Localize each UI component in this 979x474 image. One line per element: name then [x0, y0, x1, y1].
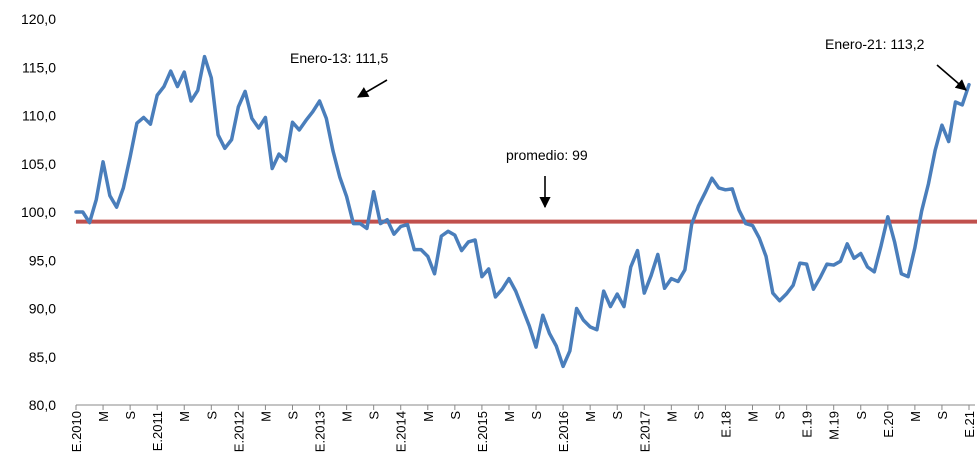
y-tick-label: 100,0: [21, 204, 56, 220]
x-tick-label: S: [123, 411, 138, 420]
y-tick-label: 85,0: [29, 349, 56, 365]
x-tick-label: S: [529, 411, 544, 420]
x-tick-label: E.20: [881, 411, 896, 438]
x-tick-label: E.2017: [637, 411, 652, 452]
x-tick-label: E.2012: [231, 411, 246, 452]
x-tick-label: E.18: [718, 411, 733, 438]
annotations: Enero-13: 111,5 promedio: 99 Enero-21: 113…: [290, 36, 967, 209]
x-tick-label: S: [285, 411, 300, 420]
x-tick-label: S: [448, 411, 463, 420]
x-tick-label: S: [935, 411, 950, 420]
x-tick-label: E.2010: [69, 411, 84, 452]
x-tick-label: E.2016: [556, 411, 571, 452]
annotation-enero-21: Enero-21: 113,2: [825, 36, 925, 52]
y-tick-label: 105,0: [21, 156, 56, 172]
annotation-arrow-enero-13: [357, 79, 388, 98]
x-tick-label: M: [96, 411, 111, 422]
y-tick-label: 115,0: [22, 59, 56, 75]
x-tick-label: E.2013: [313, 411, 328, 452]
x-tick-label: M: [502, 411, 517, 422]
index-series-line: [74, 54, 971, 369]
y-tick-label: 80,0: [29, 397, 56, 413]
x-tick-label: E.2015: [475, 411, 490, 452]
x-tick-label: M: [583, 411, 598, 422]
y-tick-label: 95,0: [29, 252, 56, 268]
x-tick-label: E.2014: [394, 411, 409, 452]
x-tick-label: E.2011: [150, 411, 165, 451]
x-tick-label: S: [691, 411, 706, 420]
x-tick-label: E.19: [800, 411, 815, 438]
y-tick-label: 110,0: [22, 108, 56, 124]
x-tick-label: M: [340, 411, 355, 422]
x-tick-marks: [75, 405, 970, 410]
annotation-promedio: promedio: 99: [506, 147, 588, 163]
x-tick-label: M: [664, 411, 679, 422]
y-tick-label: 90,0: [29, 301, 56, 317]
x-tick-label: S: [204, 411, 219, 420]
x-tick-label: S: [773, 411, 788, 420]
x-tick-label: M: [258, 411, 273, 422]
annotation-enero-13: Enero-13: 111,5: [290, 50, 389, 66]
x-axis-ticks: E.2010 M S E.2011 M S E.2012 M S E.2013 M S E.2014 M S…: [69, 411, 977, 453]
x-tick-label: M: [177, 411, 192, 422]
x-tick-label: S: [610, 411, 625, 420]
x-tick-label: M: [908, 411, 923, 422]
x-tick-label: M: [746, 411, 761, 422]
y-axis-ticks: 80,0 85,0 90,0 95,0 100,0 105,0 110,0 115,0 120,…: [21, 11, 56, 413]
x-tick-label: S: [854, 411, 869, 420]
annotation-arrow-enero-21: [936, 64, 967, 91]
x-tick-label: S: [367, 411, 382, 420]
x-tick-label: M.19: [827, 411, 842, 440]
x-tick-label: E.21: [962, 411, 977, 438]
x-tick-label: M: [421, 411, 436, 422]
y-tick-label: 120,0: [21, 11, 56, 27]
